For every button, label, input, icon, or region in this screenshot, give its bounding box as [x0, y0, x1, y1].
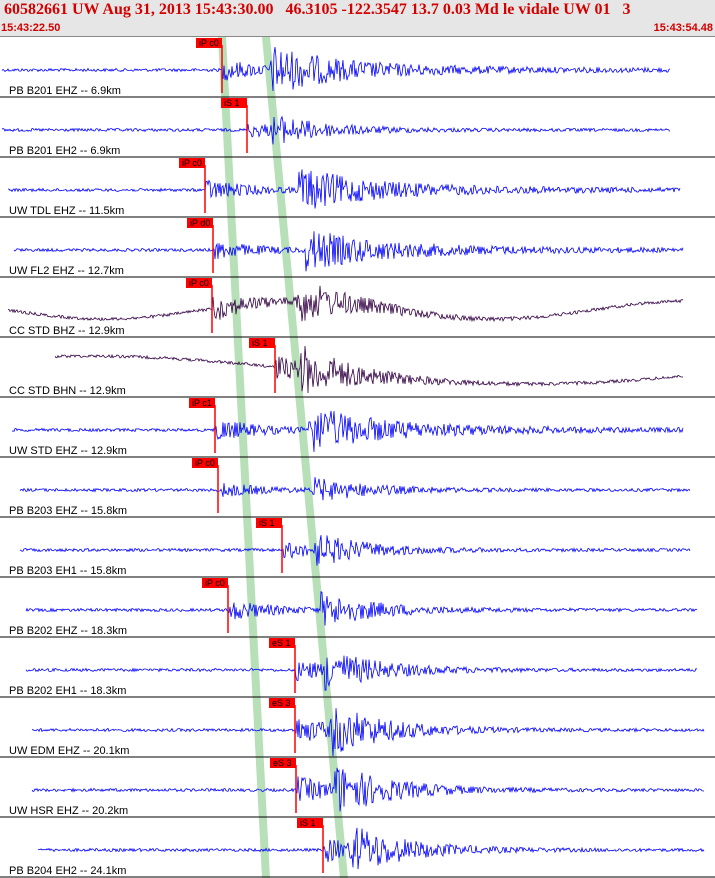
waveform [7, 285, 684, 323]
pick-flag [221, 98, 247, 108]
pick-label: iP c0 [205, 578, 225, 588]
pick-label: iP c1 [192, 398, 212, 408]
waveform [25, 591, 698, 626]
trace-panel: iS 1 PB B201 EH2 -- 6.9km [0, 98, 715, 158]
pick-label: eS 3 [273, 758, 292, 768]
trace-panel: eS 1 PB B202 EH1 -- 18.3km [0, 638, 715, 698]
pick-label: iP c0 [182, 158, 202, 168]
station-label: UW STD EHZ -- 12.9km [9, 445, 127, 457]
waveform [54, 345, 684, 394]
pick-flag [186, 278, 212, 288]
event-title: 60582661 UW Aug 31, 2013 15:43:30.00 46.… [4, 1, 631, 18]
event-header: 60582661 UW Aug 31, 2013 15:43:30.00 46.… [0, 0, 715, 37]
pick-flag [249, 338, 275, 348]
trace-panel: iP c0 CC STD BHZ -- 12.9km [0, 278, 715, 338]
waveform [1, 115, 671, 145]
pick-label: iP c0 [199, 38, 219, 48]
pick-flag [179, 158, 205, 168]
pick-flag [269, 638, 295, 648]
pick-flag [256, 518, 282, 528]
pick-flag [297, 818, 323, 828]
pick-flag [270, 758, 296, 768]
trace-panel: iP c1 UW STD EHZ -- 12.9km [0, 398, 715, 458]
trace-panel: iS 1 CC STD BHN -- 12.9km [0, 338, 715, 398]
trace-panel: eS 3 UW EDM EHZ -- 20.1km [0, 698, 715, 758]
trace-panel: iP c0 UW TDL EHZ -- 11.5km [0, 158, 715, 218]
waveform [19, 535, 691, 566]
waveform [37, 827, 705, 870]
trace-panel: iP c0 PB B201 EHZ -- 6.9km [0, 38, 715, 98]
station-label: CC STD BHZ -- 12.9km [9, 325, 125, 337]
pick-label: iS 1 [259, 518, 275, 528]
pick-label: iS 1 [224, 98, 240, 108]
seismogram-plot: iP c0 PB B201 EHZ -- 6.9km iS 1 PB B201 EH2… [0, 37, 715, 878]
pick-label: iP c0 [195, 458, 215, 468]
station-label: CC STD BHN -- 12.9km [9, 385, 126, 397]
waveform [31, 708, 705, 757]
pick-label: iP c0 [189, 278, 209, 288]
station-label: PB B201 EHZ -- 6.9km [9, 85, 121, 97]
station-label: PB B202 EHZ -- 18.3km [9, 625, 127, 637]
waveform [7, 169, 681, 209]
trace-panel: iP c0 PB B202 EHZ -- 18.3km [0, 578, 715, 638]
pick-label: iS 1 [300, 818, 316, 828]
station-label: UW EDM EHZ -- 20.1km [9, 745, 129, 757]
waveform [11, 410, 684, 452]
start-time: 15:43:22.50 [1, 22, 61, 34]
station-label: PB B203 EH1 -- 15.8km [9, 565, 126, 577]
trace-panel: iP c0 PB B203 EHZ -- 15.8km [0, 458, 715, 518]
pick-flag [202, 578, 228, 588]
station-label: UW TDL EHZ -- 11.5km [9, 205, 124, 217]
pick-flag [189, 398, 215, 408]
pick-flag [192, 458, 218, 468]
station-label: UW HSR EHZ -- 20.2km [9, 805, 128, 817]
station-label: PB B202 EH1 -- 18.3km [9, 685, 126, 697]
pick-flag [269, 698, 295, 708]
station-label: UW FL2 EHZ -- 12.7km [9, 265, 124, 277]
end-time: 15:43:54.48 [653, 22, 713, 34]
station-label: PB B204 EH2 -- 24.1km [9, 865, 126, 877]
waveform [1, 46, 671, 92]
pick-flag [196, 38, 222, 48]
waveform [31, 767, 705, 812]
pick-label: eS 1 [272, 638, 291, 648]
trace-panel: iS 1 PB B204 EH2 -- 24.1km [0, 818, 715, 878]
pick-label: iP d0 [190, 218, 210, 228]
trace-panel: eS 3 UW HSR EHZ -- 20.2km [0, 758, 715, 818]
waveform [25, 655, 698, 691]
waveform [19, 477, 691, 501]
pick-flag [187, 218, 213, 228]
pick-label: eS 3 [272, 698, 291, 708]
station-label: PB B203 EHZ -- 15.8km [9, 505, 127, 517]
station-label: PB B201 EH2 -- 6.9km [9, 145, 120, 157]
trace-panel: iS 1 PB B203 EH1 -- 15.8km [0, 518, 715, 578]
trace-panel: iP d0 UW FL2 EHZ -- 12.7km [0, 218, 715, 278]
trace-panels: iP c0 PB B201 EHZ -- 6.9km iS 1 PB B201 EH2… [0, 38, 715, 878]
pick-label: iS 1 [252, 338, 268, 348]
waveform [13, 231, 684, 272]
